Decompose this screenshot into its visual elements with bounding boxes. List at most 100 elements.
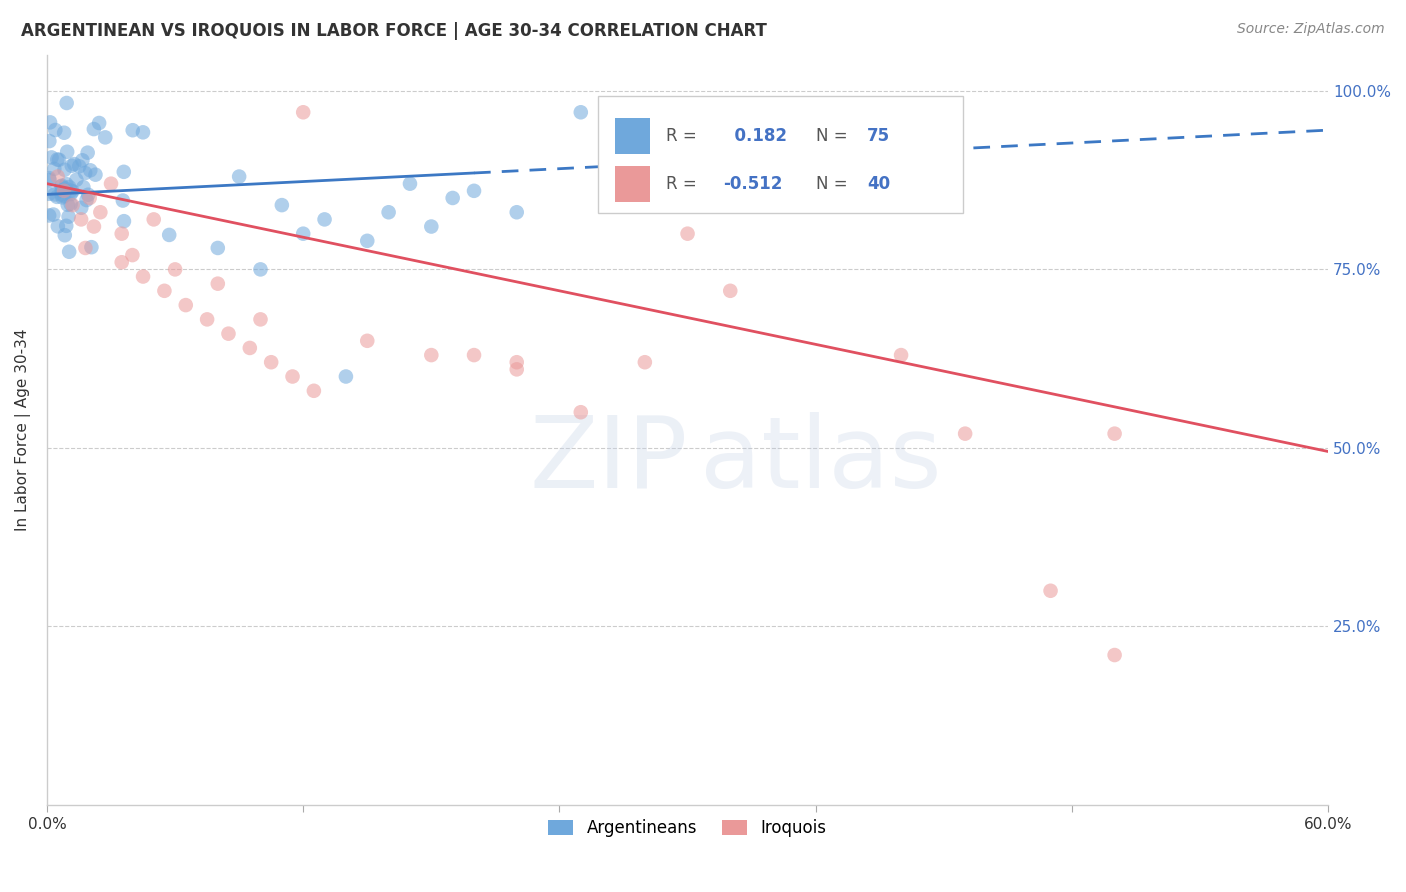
Point: [249, 312, 271, 326]
Text: atlas: atlas: [700, 411, 942, 508]
Point: [111, 255, 134, 269]
Text: N =: N =: [815, 127, 852, 145]
Point: [51, 190, 73, 204]
Point: [53, 189, 76, 203]
Point: [718, 284, 741, 298]
Point: [72, 180, 94, 194]
Point: [62, 198, 84, 212]
Point: [53, 162, 76, 177]
Text: -0.512: -0.512: [724, 175, 783, 193]
Point: [399, 177, 422, 191]
Text: R =: R =: [666, 127, 702, 145]
Point: [132, 269, 155, 284]
Point: [292, 227, 315, 241]
Point: [44, 187, 66, 202]
Point: [89, 116, 111, 130]
Point: [51, 187, 73, 202]
Point: [46, 219, 69, 234]
Point: [38, 186, 60, 201]
Text: 40: 40: [868, 175, 890, 193]
Point: [506, 355, 529, 369]
Point: [569, 405, 592, 419]
Point: [89, 205, 111, 219]
Point: [132, 125, 155, 139]
Point: [569, 105, 592, 120]
FancyBboxPatch shape: [614, 118, 651, 154]
Text: ARGENTINEAN VS IROQUOIS IN LABOR FORCE | AGE 30-34 CORRELATION CHART: ARGENTINEAN VS IROQUOIS IN LABOR FORCE |…: [21, 22, 766, 40]
Point: [76, 193, 98, 207]
Point: [55, 181, 77, 195]
Point: [463, 184, 485, 198]
Point: [207, 241, 229, 255]
Point: [377, 205, 399, 219]
Point: [39, 115, 62, 129]
Text: ZIP: ZIP: [529, 411, 688, 508]
FancyBboxPatch shape: [598, 96, 963, 212]
Point: [94, 130, 117, 145]
Point: [49, 179, 72, 194]
FancyBboxPatch shape: [614, 166, 651, 202]
Point: [56, 145, 79, 159]
Point: [55, 177, 77, 191]
Point: [41, 151, 63, 165]
Point: [75, 166, 97, 180]
Point: [239, 341, 262, 355]
Point: [70, 212, 93, 227]
Point: [174, 298, 197, 312]
Point: [228, 169, 250, 184]
Point: [676, 227, 699, 241]
Point: [112, 165, 135, 179]
Point: [46, 153, 69, 167]
Point: [441, 191, 464, 205]
Point: [70, 201, 93, 215]
Point: [62, 184, 84, 198]
Point: [165, 262, 187, 277]
Point: [249, 262, 271, 277]
Text: 0.182: 0.182: [724, 127, 787, 145]
Point: [217, 326, 239, 341]
Point: [314, 212, 336, 227]
Point: [67, 159, 90, 173]
Point: [58, 210, 80, 224]
Point: [53, 228, 76, 243]
Point: [72, 153, 94, 168]
Point: [76, 145, 98, 160]
Point: [84, 168, 107, 182]
Point: [634, 355, 657, 369]
Point: [420, 348, 443, 362]
Point: [38, 173, 60, 187]
Point: [121, 123, 143, 137]
Point: [270, 198, 292, 212]
Point: [292, 105, 315, 120]
Text: Source: ZipAtlas.com: Source: ZipAtlas.com: [1237, 22, 1385, 37]
Point: [60, 159, 83, 173]
Point: [48, 153, 70, 167]
Y-axis label: In Labor Force | Age 30-34: In Labor Force | Age 30-34: [15, 329, 31, 532]
Point: [142, 212, 165, 227]
Point: [53, 184, 76, 198]
Point: [65, 173, 87, 187]
Point: [58, 180, 80, 194]
Point: [46, 169, 69, 184]
Text: R =: R =: [666, 175, 702, 193]
Point: [44, 161, 66, 176]
Point: [506, 362, 529, 376]
Text: 75: 75: [868, 127, 890, 145]
Point: [75, 241, 97, 255]
Point: [356, 234, 378, 248]
Point: [79, 163, 101, 178]
Point: [59, 186, 82, 201]
Point: [420, 219, 443, 234]
Point: [1104, 648, 1126, 662]
Point: [56, 198, 79, 212]
Point: [1104, 426, 1126, 441]
Point: [356, 334, 378, 348]
Point: [42, 208, 65, 222]
Point: [51, 178, 73, 193]
Point: [302, 384, 325, 398]
Point: [63, 157, 86, 171]
Point: [111, 194, 134, 208]
Point: [1039, 583, 1062, 598]
Point: [46, 190, 69, 204]
Point: [463, 348, 485, 362]
